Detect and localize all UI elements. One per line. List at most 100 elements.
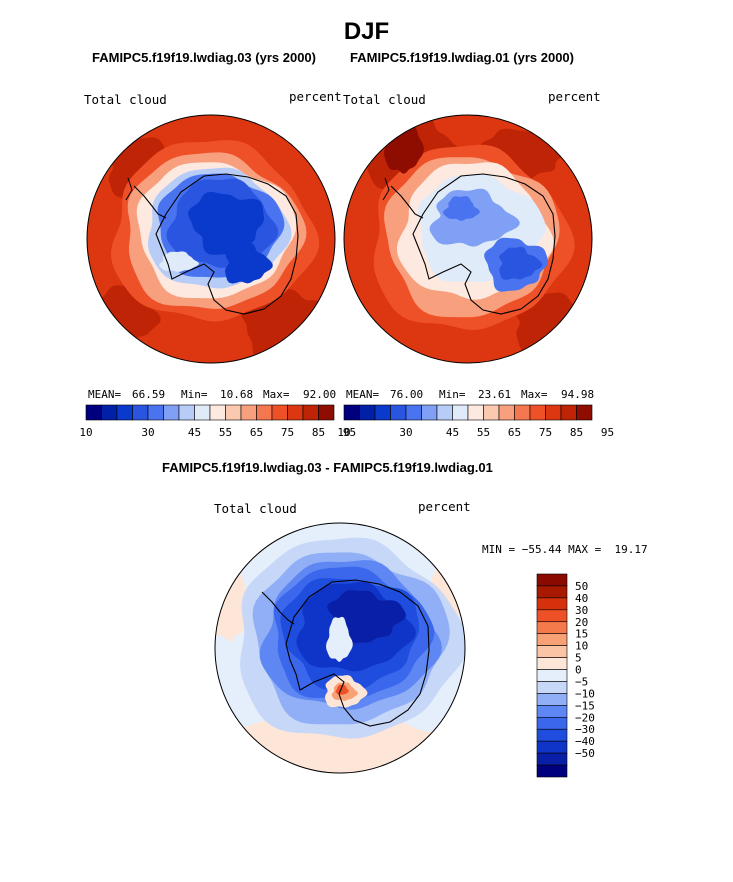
colorbar-swatch	[116, 404, 133, 421]
panel2-min-value: 23.61	[478, 388, 512, 401]
panel1-colorbar: 10 30 45 55 65 75 85 95	[79, 404, 356, 439]
south-america-coastline	[390, 185, 424, 219]
south-america-coastline	[382, 177, 390, 201]
colorbar-swatch	[452, 404, 469, 421]
panel1-polar-map	[86, 114, 336, 364]
colorbar-swatch	[132, 404, 149, 421]
panel2-min-label: Min=	[439, 388, 466, 401]
colorbar-tick-label: 65	[250, 426, 263, 439]
field-contour	[326, 616, 353, 662]
diff-polar-map	[214, 522, 466, 774]
diff-variable-label: Total cloud	[214, 501, 297, 516]
colorbar-swatch	[240, 404, 257, 421]
diff-minmax-label: MIN = −55.44 MAX = 19.17	[482, 543, 648, 556]
colorbar-tick-label: 10	[575, 640, 588, 653]
field-contour	[215, 715, 465, 773]
south-america-coastline	[133, 185, 167, 219]
colorbar-swatch	[536, 609, 568, 623]
colorbar-swatch	[178, 404, 195, 421]
colorbar-tick-label: 95	[601, 426, 614, 439]
colorbar-swatch	[390, 404, 407, 421]
colorbar-swatch	[498, 404, 515, 421]
colorbar-swatch	[536, 705, 568, 718]
diff-units-label: percent	[418, 499, 471, 514]
colorbar-tick-label: 55	[477, 426, 490, 439]
panel2-variable-label: Total cloud	[343, 92, 426, 107]
colorbar-swatch	[536, 657, 568, 670]
field-contour	[225, 242, 273, 284]
colorbar-swatch	[101, 404, 118, 421]
colorbar-swatch	[529, 404, 546, 421]
colorbar-tick-label: −30	[575, 723, 595, 736]
colorbar-swatch	[287, 404, 304, 421]
colorbar-tick-label: 45	[446, 426, 459, 439]
panel2-max-label: Max=	[521, 388, 548, 401]
colorbar-swatch	[536, 681, 568, 694]
diff-title: FAMIPC5.f19f19.lwdiag.03 - FAMIPC5.f19f1…	[162, 460, 493, 475]
colorbar-swatch	[302, 404, 319, 421]
panel2-mean-value: 76.00	[390, 388, 424, 401]
colorbar-swatch	[536, 597, 568, 611]
colorbar-tick-label: 20	[575, 616, 588, 629]
colorbar-swatch	[536, 645, 568, 658]
colorbar-swatch	[256, 404, 273, 421]
colorbar-swatch	[536, 728, 568, 742]
colorbar-swatch	[536, 716, 568, 730]
colorbar-swatch	[405, 404, 422, 421]
field-contour	[188, 191, 264, 255]
colorbar-swatch	[271, 404, 288, 421]
antarctica-coastline	[285, 579, 430, 727]
field-contour	[499, 246, 543, 280]
colorbar-swatch	[436, 404, 453, 421]
colorbar-swatch	[560, 404, 577, 421]
panel2-units-label: percent	[548, 89, 601, 104]
panel2-title: FAMIPC5.f19f19.lwdiag.01 (yrs 2000)	[350, 50, 574, 65]
colorbar-swatch	[536, 573, 568, 587]
colorbar-swatch	[194, 404, 211, 421]
colorbar-tick-label: 30	[399, 426, 412, 439]
panel2-polar-map	[343, 114, 593, 364]
colorbar-swatch	[483, 404, 500, 421]
colorbar-tick-label: 10	[79, 426, 92, 439]
south-america-coastline	[261, 591, 295, 625]
colorbar-swatch	[225, 404, 242, 421]
panel1-variable-label: Total cloud	[84, 92, 167, 107]
map-field	[215, 523, 465, 773]
colorbar-swatch	[147, 404, 164, 421]
panel1-units-label: percent	[289, 89, 342, 104]
colorbar-tick-label: 50	[575, 580, 588, 593]
colorbar-tick-label: −50	[575, 747, 595, 760]
panel2-colorbar: 10 30 45 55 65 75 85 95	[337, 404, 614, 439]
colorbar-tick-label: 10	[337, 426, 350, 439]
colorbar-tick-label: 0	[575, 664, 582, 677]
colorbar-swatch	[536, 740, 568, 754]
colorbar-tick-label: 40	[575, 592, 588, 605]
colorbar-swatch	[536, 585, 568, 599]
colorbar-tick-label: 45	[188, 426, 201, 439]
colorbar-tick-label: 75	[539, 426, 552, 439]
colorbar-swatch	[536, 621, 568, 635]
antarctica-coastline	[412, 173, 556, 315]
colorbar-tick-label: −40	[575, 735, 595, 748]
colorbar-swatch	[536, 669, 568, 682]
colorbar-swatch	[374, 404, 391, 421]
map-field	[344, 115, 592, 363]
colorbar-tick-label: 85	[570, 426, 583, 439]
colorbar-tick-label: 15	[575, 628, 588, 641]
map-field	[87, 115, 335, 363]
colorbar-tick-label: −20	[575, 711, 595, 724]
panel2-mean-label: MEAN=	[346, 388, 380, 401]
colorbar-tick-label: 30	[141, 426, 154, 439]
colorbar-tick-label: 95	[343, 426, 356, 439]
colorbar-swatch	[536, 764, 568, 778]
colorbar-swatch	[514, 404, 531, 421]
south-america-coastline	[125, 177, 133, 201]
colorbar-swatch	[536, 752, 568, 766]
panel1-mean-label: MEAN=	[88, 388, 122, 401]
colorbar-swatch	[359, 404, 376, 421]
map-border	[214, 522, 466, 774]
colorbar-tick-label: 75	[281, 426, 294, 439]
colorbar-tick-label: 30	[575, 604, 588, 617]
colorbar-swatch	[545, 404, 562, 421]
field-contour	[335, 684, 349, 695]
